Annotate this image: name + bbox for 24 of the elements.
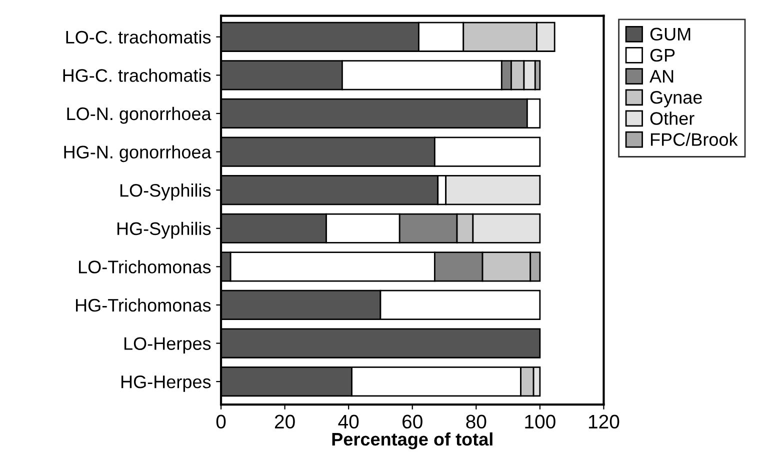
x-tick-label: 60 — [402, 414, 422, 429]
y-tick-label: LO-N. gonorrhoea — [67, 106, 212, 124]
legend-label: Gynae — [650, 91, 702, 108]
y-tick-label: LO-Herpes — [124, 337, 211, 354]
legend-label: FPC/Brook — [650, 132, 738, 146]
y-tick-label: LO-C. trachomatis — [66, 30, 211, 44]
y-tick-label: HG-N. gonorrhoea — [64, 145, 212, 162]
legend-label: GP — [650, 48, 675, 62]
x-tick-label: 20 — [274, 414, 295, 429]
legend-label: GUM — [650, 28, 690, 41]
x-axis-title: Percentage of total — [332, 432, 492, 450]
y-tick-label: HG-Herpes — [121, 375, 211, 392]
x-tick-label: 80 — [466, 414, 486, 429]
x-tick-label: 40 — [338, 414, 359, 429]
y-tick-label: HG-C. trachomatis — [63, 68, 211, 82]
legend-label: AN — [650, 70, 674, 83]
x-tick-label: 100 — [525, 414, 556, 429]
y-tick-label: HG-Trichomonas — [76, 298, 211, 312]
legend-label: Other — [650, 112, 694, 125]
y-tick-label: LO-Syphilis — [120, 184, 211, 200]
y-tick-label: HG-Syphilis — [117, 222, 211, 239]
y-tick-label: LO-Trichomonas — [79, 260, 211, 274]
x-tick-label: 0 — [216, 414, 226, 429]
x-tick-label: 120 — [588, 414, 620, 429]
